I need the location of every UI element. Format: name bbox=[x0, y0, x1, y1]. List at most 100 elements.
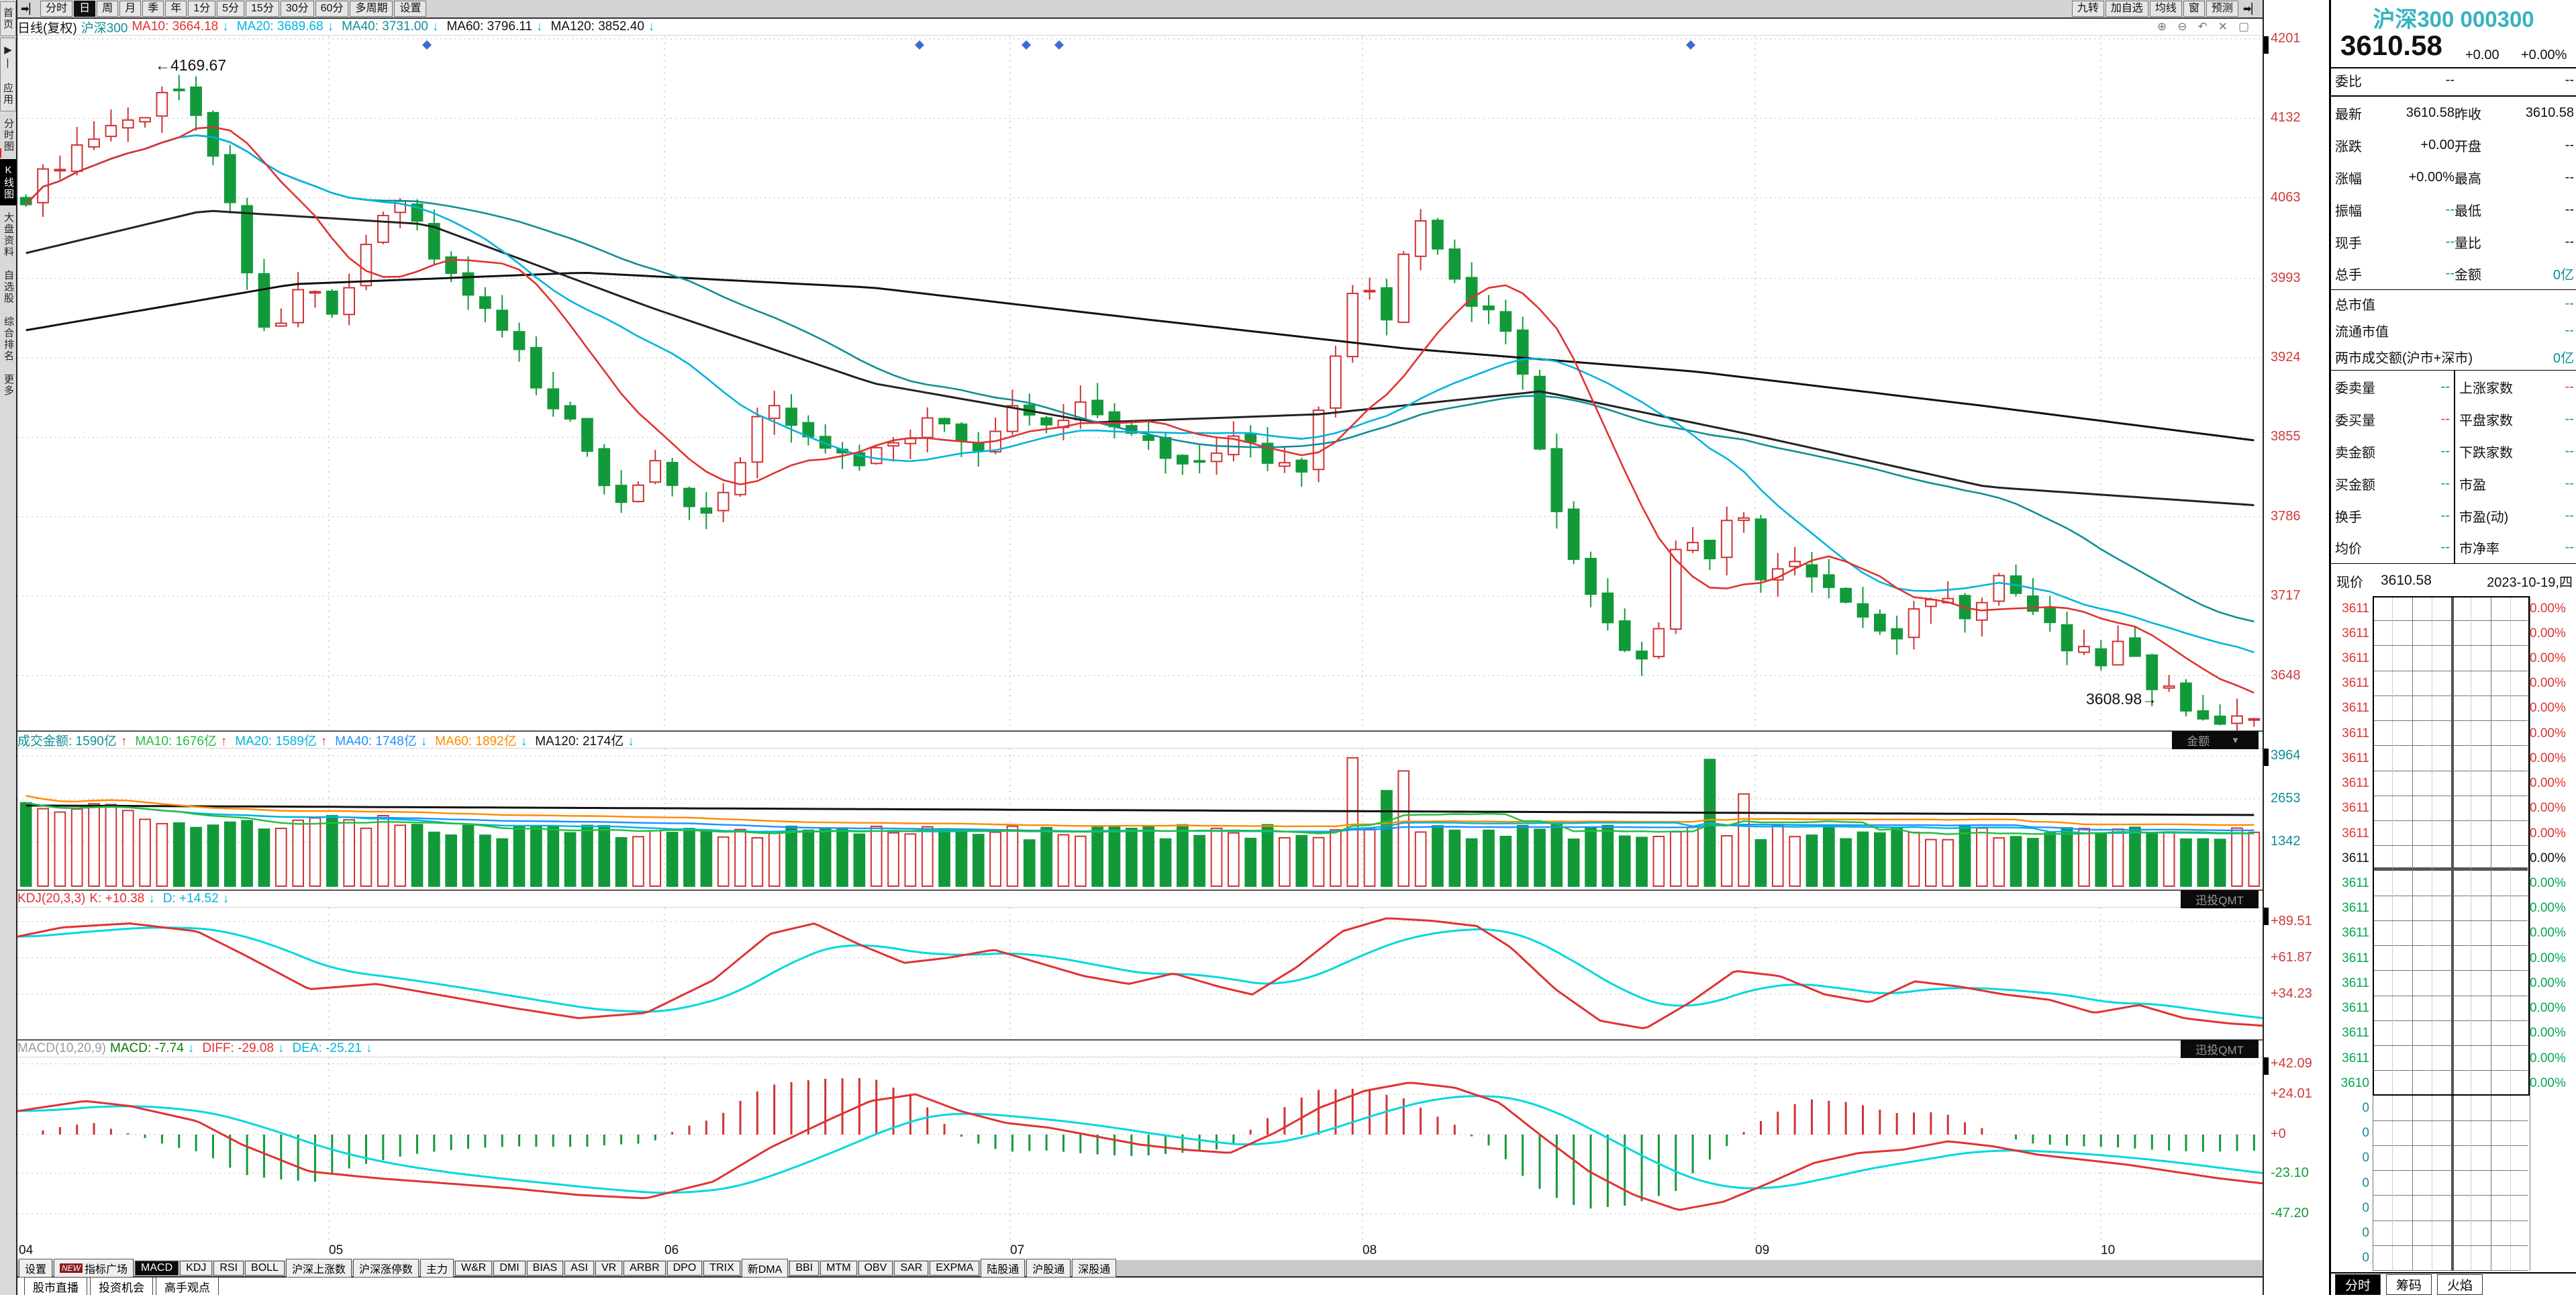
period-tab-季[interactable]: 季 bbox=[142, 1, 164, 17]
panel-tab-火焰[interactable]: 火焰 bbox=[2437, 1274, 2483, 1295]
period-tab-5分[interactable]: 5分 bbox=[217, 1, 245, 17]
panel-tab-bar: 分时 筹码 火焰 bbox=[2331, 1272, 2576, 1295]
indicator-tab-沪深涨停数[interactable]: 沪深涨停数 bbox=[352, 1259, 419, 1278]
volume-mode-dropdown[interactable]: 金额 ▼ bbox=[2172, 730, 2259, 749]
indicator-tab-沪深上涨数[interactable]: 沪深上涨数 bbox=[285, 1259, 352, 1278]
sidebar-item-2[interactable]: ▶| 应用 bbox=[0, 38, 16, 111]
quote-right-half: 市净率 -- bbox=[2455, 532, 2574, 563]
zoom-in-icon[interactable]: ⊕ bbox=[2157, 20, 2167, 33]
indicator-tab-设置[interactable]: 设置 bbox=[19, 1259, 53, 1278]
quote-value: -- bbox=[2440, 475, 2450, 491]
sidebar-item-4[interactable]: K线图 bbox=[0, 148, 16, 205]
collapse-right-icon[interactable]: ➡▏ bbox=[2242, 3, 2259, 15]
period-tab-月[interactable]: 月 bbox=[119, 1, 142, 17]
toolbar-button-预测[interactable]: 预测 bbox=[2206, 1, 2238, 17]
sidebar-item-1[interactable]: 首页 bbox=[0, 1, 16, 36]
price-axis-tick: 3993 bbox=[2271, 270, 2301, 285]
quote-label: 两市成交额(沪市+深市) bbox=[2335, 351, 2473, 366]
panel-tab-筹码[interactable]: 筹码 bbox=[2386, 1274, 2432, 1295]
period-tab-日[interactable]: 日 bbox=[74, 1, 96, 17]
sidebar-item-5[interactable]: 大盘资料 bbox=[3, 212, 14, 258]
macd-chart[interactable] bbox=[17, 1057, 2263, 1242]
indicator-tab-指标广场[interactable]: NEW 指标广场 bbox=[54, 1259, 134, 1278]
period-tab-15分[interactable]: 15分 bbox=[246, 1, 279, 17]
pane-scroll-mark[interactable] bbox=[2264, 908, 2269, 925]
period-tab-多周期[interactable]: 多周期 bbox=[350, 1, 393, 17]
collapse-left-icon[interactable]: ➡▏ bbox=[21, 3, 38, 15]
indicator-tab-KDJ[interactable]: KDJ bbox=[180, 1261, 213, 1276]
close-icon[interactable]: ✕ bbox=[2218, 20, 2228, 33]
indicator-tab-深股通[interactable]: 深股通 bbox=[1072, 1259, 1117, 1278]
indicator-tab-BOLL[interactable]: BOLL bbox=[245, 1261, 285, 1276]
quote-right-half: 市盈 -- bbox=[2455, 467, 2574, 499]
kdj-axis-tick: +34.23 bbox=[2271, 986, 2312, 1001]
ladder-percent: 0.00% bbox=[2530, 801, 2566, 816]
ladder-row: 3611 0.00% bbox=[2331, 746, 2576, 771]
panel-tab-分时[interactable]: 分时 bbox=[2335, 1274, 2381, 1295]
ladder-cell bbox=[2373, 821, 2528, 847]
candlestick-chart[interactable] bbox=[17, 36, 2263, 732]
period-tab-周[interactable]: 周 bbox=[97, 1, 119, 17]
kdj-chart[interactable] bbox=[17, 908, 2263, 1039]
sidebar-item-7[interactable]: 综合排名 bbox=[3, 316, 14, 362]
sidebar-item-6[interactable]: 自选股 bbox=[3, 270, 14, 304]
indicator-tab-DPO[interactable]: DPO bbox=[666, 1261, 703, 1276]
sidebar-item-8[interactable]: 更多 bbox=[3, 374, 14, 397]
indicator-tab-TRIX[interactable]: TRIX bbox=[703, 1261, 740, 1276]
bottom-tab-投资机会[interactable]: 投资机会 bbox=[90, 1276, 153, 1295]
last-price: 3610.58 bbox=[2340, 30, 2442, 61]
region-icon[interactable]: ▢ bbox=[2238, 20, 2249, 33]
toolbar-button-窗[interactable]: 窗 bbox=[2183, 1, 2205, 17]
period-tab-1分[interactable]: 1分 bbox=[188, 1, 216, 17]
toolbar-button-加自选[interactable]: 加自选 bbox=[2105, 1, 2148, 17]
indicator-tab-MACD[interactable]: MACD bbox=[135, 1261, 179, 1276]
pane-scroll-mark[interactable] bbox=[2264, 1057, 2269, 1075]
indicator-tab-主力[interactable]: 主力 bbox=[420, 1259, 454, 1278]
quote-label: 市盈 bbox=[2459, 477, 2486, 493]
period-toolbar: ➡▏ 分时日周月季年 1分 5分 15分 30分 60分 多周期 设置 九转 加自选 均线窗预测 … bbox=[17, 0, 2263, 19]
indicator-tab-新DMA[interactable]: 新DMA bbox=[741, 1259, 789, 1278]
pane-divider[interactable] bbox=[17, 890, 2263, 891]
indicator-tab-MTM[interactable]: MTM bbox=[820, 1261, 857, 1276]
indicator-tab-SAR[interactable]: SAR bbox=[894, 1261, 929, 1276]
ladder-cell bbox=[2373, 596, 2528, 622]
ladder-price: 0 bbox=[2362, 1151, 2369, 1165]
quote-label: 平盘家数 bbox=[2459, 413, 2513, 428]
pane-divider[interactable] bbox=[17, 1039, 2263, 1041]
kline-ma-values: MA10: 3664.18 ↓ MA20: 3689.68 ↓ MA40: 3731.0… bbox=[132, 19, 662, 34]
period-tab-60分[interactable]: 60分 bbox=[315, 1, 349, 17]
indicator-tab-OBV[interactable]: OBV bbox=[858, 1261, 893, 1276]
toolbar-button-均线[interactable]: 均线 bbox=[2149, 1, 2182, 17]
ladder-cell bbox=[2373, 1121, 2528, 1146]
volume-chart[interactable] bbox=[17, 749, 2263, 890]
bottom-tab-高手观点[interactable]: 高手观点 bbox=[156, 1276, 219, 1295]
pane-scroll-mark[interactable] bbox=[2264, 36, 2269, 54]
indicator-tab-RSI[interactable]: RSI bbox=[213, 1261, 244, 1276]
indicator-tab-VR[interactable]: VR bbox=[595, 1261, 623, 1276]
period-tab-分时[interactable]: 分时 bbox=[40, 1, 73, 17]
sidebar-item-3[interactable]: 分时图 bbox=[3, 118, 14, 152]
indicator-tab-沪股通[interactable]: 沪股通 bbox=[1026, 1259, 1071, 1278]
period-tab-设置[interactable]: 设置 bbox=[394, 1, 427, 17]
pane-scroll-mark[interactable] bbox=[2264, 749, 2269, 766]
quote-right-half: 市盈(动) -- bbox=[2455, 499, 2574, 532]
quote-row-委买量: 委买量 -- 平盘家数 -- bbox=[2331, 403, 2576, 435]
low-price-annotation: 3608.98→ bbox=[2086, 690, 2158, 708]
indicator-tab-DMI[interactable]: DMI bbox=[493, 1261, 526, 1276]
bottom-tab-股市直播[interactable]: 股市直播 bbox=[24, 1276, 87, 1295]
quote-left-half: 涨幅 +0.00% bbox=[2335, 161, 2455, 193]
period-tab-30分[interactable]: 30分 bbox=[280, 1, 314, 17]
undo-icon[interactable]: ↶ bbox=[2197, 20, 2208, 33]
pane-divider[interactable] bbox=[17, 730, 2263, 732]
indicator-tab-ARBR[interactable]: ARBR bbox=[624, 1261, 666, 1276]
indicator-tab-EXPMA[interactable]: EXPMA bbox=[930, 1261, 980, 1276]
indicator-tab-BBI[interactable]: BBI bbox=[789, 1261, 820, 1276]
zoom-out-icon[interactable]: ⊖ bbox=[2177, 20, 2187, 33]
indicator-tab-W&R[interactable]: W&R bbox=[455, 1261, 493, 1276]
indicator-tab-ASI[interactable]: ASI bbox=[564, 1261, 594, 1276]
indicator-tab-陆股通[interactable]: 陆股通 bbox=[981, 1259, 1026, 1278]
period-tab-年[interactable]: 年 bbox=[165, 1, 187, 17]
toolbar-button-九转[interactable]: 九转 bbox=[2071, 1, 2104, 17]
indicator-tab-BIAS[interactable]: BIAS bbox=[526, 1261, 564, 1276]
